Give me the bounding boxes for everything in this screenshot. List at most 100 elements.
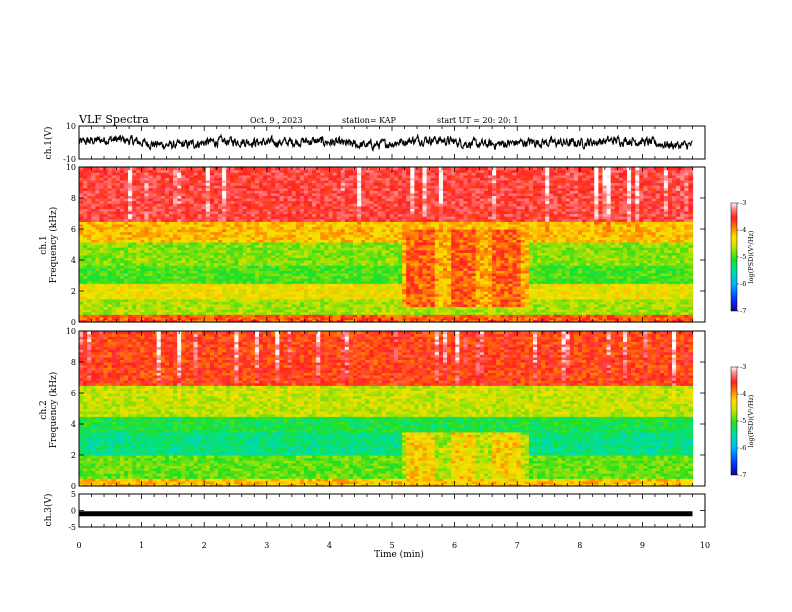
spectrogram-cell	[99, 226, 105, 230]
spectrogram-cell	[259, 239, 264, 243]
spectrogram-cell	[87, 254, 92, 258]
spectrogram-cell	[377, 192, 383, 196]
spectrogram-cell	[201, 223, 207, 227]
spectrogram-cell	[197, 221, 203, 225]
spectrogram-cell	[115, 278, 121, 282]
spectrogram-cell	[348, 316, 354, 320]
spectrogram-cell	[91, 241, 96, 246]
spectrogram-cell	[271, 187, 276, 191]
spectrogram-cell	[271, 311, 276, 315]
spectrogram-cell	[201, 234, 207, 238]
spectrogram-cell	[136, 270, 141, 274]
spectrogram-cell	[238, 226, 244, 230]
spectrogram-cell	[381, 231, 387, 235]
spectrogram-cell	[169, 291, 174, 295]
spectrogram-cell	[103, 172, 109, 176]
spectrogram-cell	[402, 205, 407, 209]
spectrogram-cell	[201, 172, 207, 176]
spectrogram-cell	[398, 314, 403, 318]
spectrogram-cell	[193, 278, 199, 282]
spectrogram-cell	[156, 182, 162, 186]
spectrogram-cell	[328, 200, 334, 204]
spectrogram-cell	[152, 267, 158, 271]
spectrogram-cell	[283, 205, 289, 209]
spectrogram-cell	[299, 239, 305, 243]
spectrogram-cell	[209, 221, 215, 225]
spectrogram-cell	[279, 270, 285, 274]
spectrogram-cell	[124, 309, 129, 313]
spectrogram-cell	[144, 244, 150, 248]
spectrogram-cell	[348, 177, 354, 181]
spectrogram-cell	[348, 247, 354, 251]
spectrogram-cell	[107, 239, 113, 243]
spectrogram-cell	[271, 192, 276, 196]
spectrogram-cell	[316, 203, 321, 207]
spectrogram-cell	[279, 285, 285, 289]
spectrogram-cell	[361, 280, 366, 284]
spectrogram-cell	[279, 291, 285, 295]
spectrogram-cell	[115, 298, 121, 302]
spectrogram-cell	[254, 316, 260, 320]
spectrogram-cell	[369, 223, 375, 227]
spectrogram-cell	[295, 278, 301, 282]
spectrogram-cell	[201, 192, 207, 196]
spectrogram-cell	[332, 301, 338, 305]
spectrogram-cell	[291, 247, 297, 251]
spectrogram-cell	[283, 244, 289, 248]
spectrogram-cell	[222, 226, 227, 230]
spectrogram-cell	[283, 306, 289, 310]
spectrogram-cell	[279, 208, 285, 212]
spectrogram-cell	[79, 247, 84, 251]
spectrogram-cell	[348, 226, 354, 230]
spectrogram-cell	[164, 309, 170, 313]
spectrogram-cell	[189, 182, 195, 186]
spectrogram-cell	[344, 221, 350, 225]
spectrogram-cell	[259, 244, 264, 248]
spectrogram-cell	[259, 301, 264, 305]
spectrogram-cell	[393, 262, 399, 266]
spectrogram-cell	[132, 182, 137, 186]
spectrogram-cell	[312, 234, 317, 238]
spectrogram-cell	[308, 265, 313, 269]
spectrogram-cell	[283, 213, 289, 217]
spectrogram-cell	[344, 208, 350, 212]
spectrogram-cell	[402, 278, 407, 282]
spectrogram-cell	[177, 314, 182, 318]
spectrogram-cell	[124, 316, 129, 320]
spectrogram-cell	[246, 239, 252, 243]
spectrogram-cell	[365, 192, 370, 196]
spectrogram-cell	[140, 208, 145, 212]
spectrogram-cell	[164, 239, 170, 243]
spectrogram-cell	[205, 314, 211, 318]
spectrogram-cell	[103, 216, 109, 220]
spectrogram-cell	[148, 187, 154, 191]
spectrogram-cell	[246, 270, 252, 274]
spectrogram-cell	[246, 198, 252, 202]
spectrogram-cell	[308, 278, 313, 282]
spectrogram-cell	[164, 278, 170, 282]
spectrogram-cell	[226, 172, 231, 176]
spectrogram-cell	[361, 267, 366, 271]
spectrogram-cell	[365, 187, 370, 191]
spectrogram-cell	[344, 244, 350, 248]
spectrogram-cell	[328, 303, 334, 308]
spectrogram-cell	[205, 272, 211, 277]
spectrogram-cell	[99, 283, 105, 287]
spectrogram-cell	[193, 303, 199, 308]
spectrogram-cell	[238, 213, 244, 217]
spectrogram-cell	[242, 210, 248, 215]
spectrogram-cell	[128, 311, 133, 315]
spectrogram-cell	[160, 262, 166, 266]
spectrogram-cell	[295, 254, 301, 258]
spectrogram-cell	[173, 262, 178, 266]
spectrogram-cell	[369, 278, 375, 282]
spectrogram-cell	[95, 303, 101, 308]
spectrogram-cell	[124, 226, 129, 230]
spectrogram-cell	[181, 192, 186, 196]
spectrogram-cell	[385, 190, 391, 194]
spectrogram-cell	[160, 218, 166, 222]
spectrogram-cell	[332, 283, 338, 287]
spectrogram-cell	[181, 210, 186, 215]
spectrogram-cell	[291, 198, 297, 202]
spectrogram-cell	[398, 216, 403, 220]
